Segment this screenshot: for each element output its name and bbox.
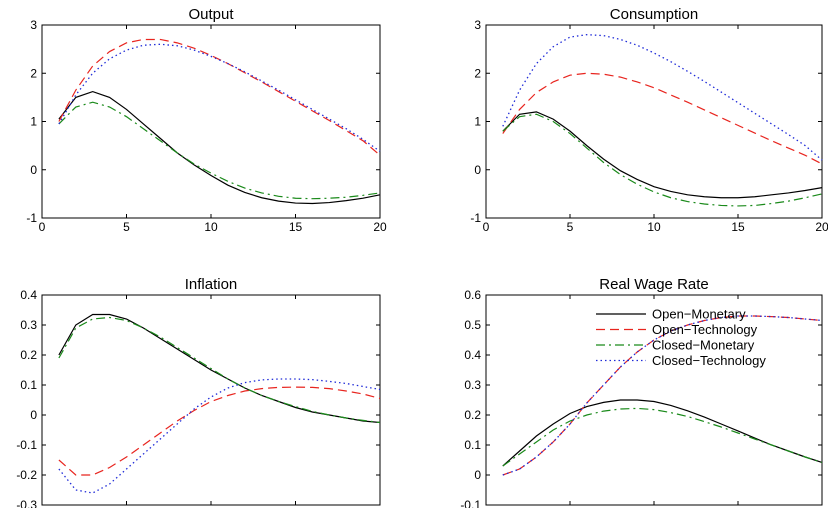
y-tick-label: 3 [30,18,37,32]
series-dotted [58,43,381,152]
series-dashdot [58,316,381,424]
series-solid [58,313,381,424]
subplot-title: Output [188,6,234,23]
axes-box [485,24,823,219]
y-tick-label: -0.3 [16,498,37,508]
subplot-3: Inflation05101520-0.3-0.2-0.100.10.20.30… [16,276,387,508]
series-dotted [58,378,381,494]
x-tick-label: 0 [483,220,490,234]
series-dashdot [502,407,823,467]
y-tick-label: 0.2 [20,348,37,362]
y-tick-label: 0.3 [20,318,37,332]
y-tick-label: -0.2 [16,468,37,482]
subplot-title: Inflation [185,276,238,293]
y-tick-label: 0.4 [20,288,37,302]
y-tick-label: 0 [30,163,37,177]
y-tick-label: 0 [474,163,481,177]
x-tick-label: 15 [731,220,745,234]
series-solid [58,90,381,205]
legend-label: Open−Monetary [652,307,746,322]
series-dashed [502,315,823,476]
axes-box [41,294,381,506]
y-tick-label: 0.1 [464,438,481,452]
y-tick-label: -1 [470,211,481,225]
series-line [58,313,381,424]
y-tick-label: -0.1 [16,438,37,452]
series-line [502,72,823,165]
y-tick-label: -0.1 [460,498,481,508]
series-line [58,101,381,200]
x-tick-label: 15 [289,220,303,234]
subplot-4: Real Wage Rate05101520-0.100.10.20.30.40… [460,276,828,508]
legend: Open−MonetaryOpen−TechnologyClosed−Monet… [596,307,766,368]
x-tick-label: 10 [204,220,218,234]
subplot-title: Real Wage Rate [599,276,709,293]
series-dashdot [58,101,381,200]
series-line [58,38,381,156]
legend-label: Open−Technology [652,322,758,337]
series-dashed [58,386,381,476]
series-line [58,316,381,424]
series-dashed [502,72,823,165]
y-tick-label: 3 [474,18,481,32]
series-line [502,111,823,199]
series-line [502,315,823,476]
axes-box [41,24,381,219]
series-line [58,90,381,205]
x-tick-label: 0 [39,220,46,234]
y-tick-label: 0 [30,408,37,422]
series-dashed [58,38,381,156]
y-tick-label: 1 [30,115,37,129]
series-solid [502,399,823,467]
x-tick-label: 20 [373,220,387,234]
y-tick-label: 0.1 [20,378,37,392]
legend-label: Closed−Technology [652,353,766,368]
y-tick-label: 1 [474,115,481,129]
series-line [58,43,381,152]
y-tick-label: 2 [474,66,481,80]
y-tick-label: -1 [26,211,37,225]
y-tick-label: 0.2 [464,408,481,422]
y-tick-label: 0 [474,468,481,482]
series-line [502,399,823,467]
series-line [502,407,823,467]
series-line [58,378,381,494]
y-tick-label: 2 [30,66,37,80]
legend-label: Closed−Monetary [652,338,755,353]
x-tick-label: 5 [123,220,130,234]
x-tick-label: 10 [647,220,661,234]
series-dashdot [502,113,823,207]
subplot-title: Consumption [610,6,698,23]
series-line [58,386,381,476]
series-solid [502,111,823,199]
y-tick-label: 0.4 [464,348,481,362]
y-tick-label: 0.3 [464,378,481,392]
series-line [502,113,823,207]
x-tick-label: 5 [567,220,574,234]
y-tick-label: 0.6 [464,288,481,302]
x-tick-label: 20 [815,220,828,234]
y-tick-label: 0.5 [464,318,481,332]
